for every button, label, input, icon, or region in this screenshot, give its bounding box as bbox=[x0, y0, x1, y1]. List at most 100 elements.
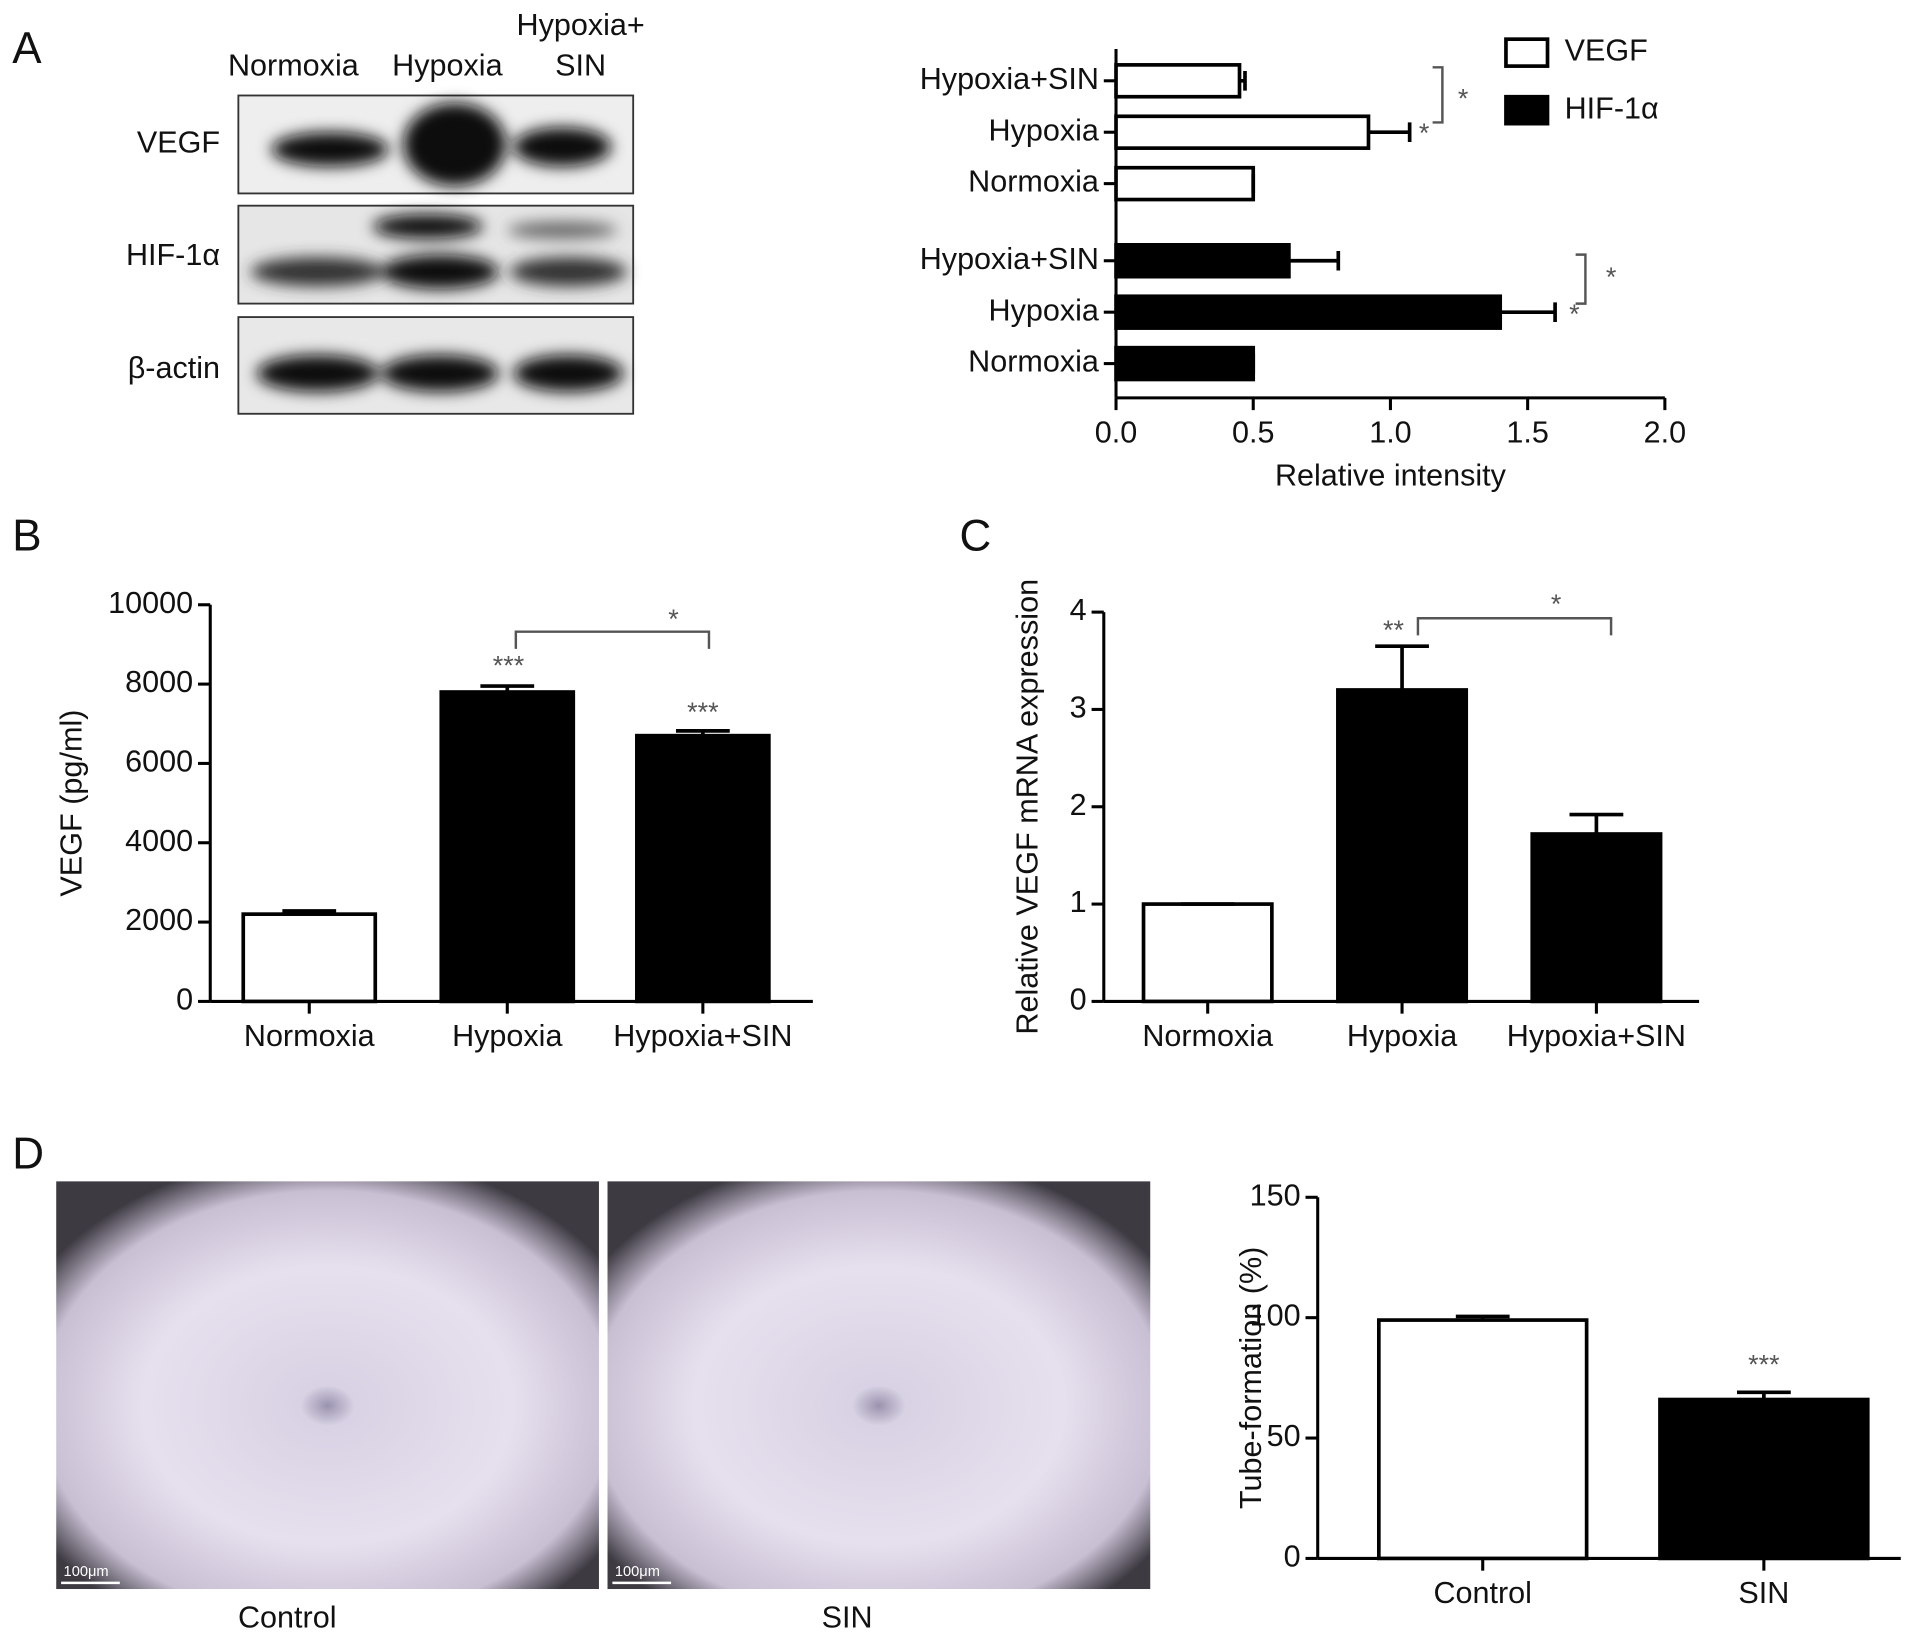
significance: * bbox=[1551, 589, 1562, 619]
significance: * bbox=[1419, 118, 1430, 148]
y-tick-label: 0 bbox=[1284, 1539, 1301, 1573]
panel-label: B bbox=[12, 511, 41, 560]
y-tick-label: Hypoxia bbox=[989, 113, 1099, 147]
bar bbox=[1114, 63, 1242, 99]
lane-label: Hypoxia bbox=[392, 48, 502, 82]
x-tick-label: 0.0 bbox=[1095, 416, 1137, 450]
y-axis-label: VEGF (pg/ml) bbox=[54, 710, 88, 897]
row-label: β-actin bbox=[128, 351, 220, 385]
bar bbox=[1336, 688, 1469, 1004]
significance: *** bbox=[687, 697, 719, 727]
panel-label: A bbox=[12, 24, 42, 73]
significance: * bbox=[1569, 299, 1580, 329]
error-bar bbox=[675, 729, 730, 736]
y-tick-label: 8000 bbox=[125, 665, 193, 699]
error-bar bbox=[480, 684, 535, 693]
y-tick-label: Normoxia bbox=[968, 345, 1099, 379]
bar bbox=[1114, 294, 1503, 330]
blot-image bbox=[237, 94, 635, 415]
x-tick-label: Hypoxia+SIN bbox=[613, 1019, 792, 1053]
y-tick-label: Normoxia bbox=[968, 165, 1099, 199]
error-bar bbox=[1368, 122, 1412, 143]
y-axis-label: Relative VEGF mRNA expression bbox=[1010, 579, 1044, 1035]
bar bbox=[1114, 345, 1256, 382]
bar bbox=[1376, 1318, 1589, 1561]
bar bbox=[1114, 165, 1256, 202]
legend-label: HIF-1α bbox=[1565, 91, 1659, 125]
y-tick-label: 0 bbox=[1070, 982, 1087, 1016]
x-tick-label: Control bbox=[1433, 1576, 1532, 1610]
y-tick-label: 0 bbox=[176, 982, 193, 1016]
x-tick-label: 1.5 bbox=[1506, 416, 1548, 450]
image-label: Control bbox=[238, 1601, 337, 1635]
x-tick-label: Hypoxia bbox=[1347, 1019, 1457, 1053]
error-bar bbox=[1500, 302, 1557, 322]
y-tick-label: 6000 bbox=[125, 744, 193, 778]
significance: *** bbox=[493, 650, 525, 680]
bar bbox=[439, 690, 576, 1004]
y-tick-label: 1 bbox=[1070, 885, 1087, 919]
legend-swatch bbox=[1504, 94, 1550, 126]
x-tick-label: Normoxia bbox=[244, 1019, 375, 1053]
y-tick-label: 150 bbox=[1250, 1178, 1301, 1212]
significance: *** bbox=[1748, 1349, 1780, 1379]
bracket bbox=[514, 630, 711, 649]
significance: ** bbox=[1383, 615, 1404, 645]
legend-label: VEGF bbox=[1565, 34, 1648, 68]
row-label: HIF-1α bbox=[126, 238, 220, 272]
significance: * bbox=[668, 604, 679, 634]
panel-label: D bbox=[12, 1129, 44, 1178]
y-tick-label: 4 bbox=[1070, 593, 1087, 627]
error-bar bbox=[1239, 71, 1247, 91]
significance: * bbox=[1606, 262, 1617, 292]
bar bbox=[635, 733, 771, 1004]
y-tick-label: Hypoxia+SIN bbox=[920, 242, 1099, 276]
bar bbox=[241, 912, 378, 1004]
row-label: VEGF bbox=[137, 126, 220, 160]
y-tick-label: 2 bbox=[1070, 788, 1087, 822]
y-tick-label: Hypoxia bbox=[989, 293, 1099, 327]
image-label: SIN bbox=[822, 1601, 873, 1635]
y-tick-label: 10000 bbox=[108, 586, 193, 620]
y-tick-label: 4000 bbox=[125, 824, 193, 858]
lane-label: Hypoxia+ bbox=[516, 8, 644, 42]
bracket bbox=[1432, 66, 1444, 124]
bracket bbox=[1416, 617, 1613, 636]
y-tick-label: Hypoxia+SIN bbox=[920, 62, 1099, 96]
bracket bbox=[1575, 253, 1587, 305]
x-tick-label: 0.5 bbox=[1232, 416, 1274, 450]
lane-label: SIN bbox=[555, 48, 606, 82]
panel-label: C bbox=[960, 511, 992, 560]
scale-bar-label: 100μm bbox=[64, 1564, 109, 1580]
micrograph bbox=[56, 1181, 599, 1590]
scale-bar-label: 100μm bbox=[615, 1564, 660, 1580]
lane-label: Normoxia bbox=[228, 48, 359, 82]
error-bar bbox=[1569, 812, 1624, 835]
bar bbox=[1114, 114, 1371, 150]
x-tick-label: Normoxia bbox=[1142, 1019, 1273, 1053]
bar bbox=[1114, 243, 1291, 279]
error-bar bbox=[1375, 644, 1429, 690]
error-bar bbox=[1288, 250, 1341, 271]
y-tick-label: 100 bbox=[1250, 1299, 1301, 1333]
error-bar bbox=[1736, 1390, 1791, 1400]
error-bar bbox=[1455, 1314, 1510, 1321]
bar bbox=[1658, 1397, 1870, 1561]
x-tick-label: Hypoxia bbox=[452, 1019, 562, 1053]
x-tick-label: 1.0 bbox=[1369, 416, 1411, 450]
bar bbox=[1141, 902, 1274, 1004]
y-tick-label: 2000 bbox=[125, 903, 193, 937]
x-tick-label: 2.0 bbox=[1644, 416, 1686, 450]
x-axis-label: Relative intensity bbox=[1275, 459, 1507, 493]
y-tick-label: 50 bbox=[1267, 1419, 1301, 1453]
x-tick-label: SIN bbox=[1738, 1576, 1789, 1610]
significance: * bbox=[1458, 83, 1469, 113]
y-tick-label: 3 bbox=[1070, 690, 1087, 724]
legend-swatch bbox=[1504, 37, 1550, 68]
bar bbox=[1530, 832, 1663, 1004]
x-tick-label: Hypoxia+SIN bbox=[1507, 1019, 1686, 1053]
micrograph bbox=[607, 1181, 1151, 1590]
y-axis-label: Tube-formation (%) bbox=[1234, 1247, 1268, 1509]
